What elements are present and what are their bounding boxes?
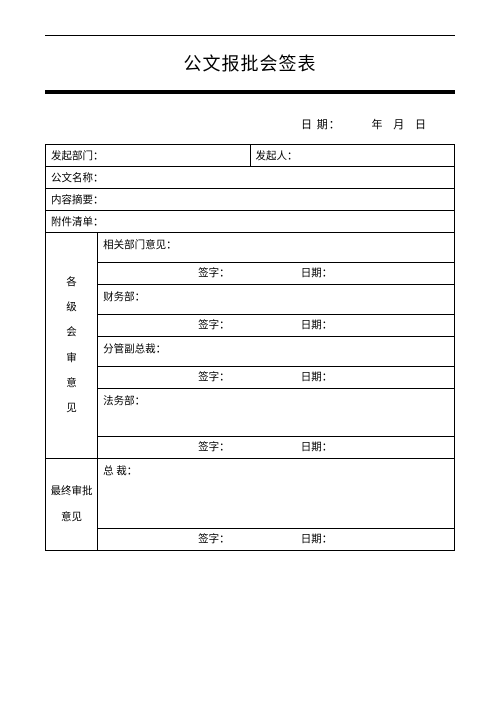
- row-related-sig: 签字： 日期：: [46, 263, 455, 285]
- sig-label: 签字：: [198, 265, 298, 280]
- lv-0: 各: [66, 277, 77, 288]
- day-char: 日: [415, 119, 427, 131]
- date-line: 日 期： 年 月 日: [45, 116, 455, 132]
- sig-label: 签字：: [198, 317, 298, 332]
- date-label-inline: 日期：: [301, 439, 333, 454]
- president-label: 总 裁：: [103, 466, 137, 477]
- dept-label: 发起部门：: [51, 151, 104, 162]
- lv-1: 级: [66, 302, 77, 313]
- row-finance-top: 财务部：: [46, 285, 455, 315]
- row-president-sig: 签字： 日期：: [46, 529, 455, 551]
- thick-divider: [45, 90, 455, 94]
- sig-label: 签字：: [198, 439, 298, 454]
- summary-label: 内容摘要：: [51, 195, 104, 206]
- date-year: [351, 119, 362, 131]
- header-line: [45, 35, 455, 36]
- initiator-label: 发起人：: [256, 151, 298, 162]
- row-related-top: 各 级 会 审 意 见 相关部门意见：: [46, 233, 455, 263]
- attachments-label: 附件清单：: [51, 217, 104, 228]
- levels-header-cell: 各 级 会 审 意 见: [46, 233, 98, 459]
- finance-label: 财务部：: [103, 292, 145, 303]
- lv-4: 意: [66, 378, 77, 389]
- lv-2: 会: [66, 327, 77, 338]
- final-header-cell: 最终审批 意见: [46, 459, 98, 551]
- row-legal-sig: 签字： 日期：: [46, 437, 455, 459]
- vp-label: 分管副总裁：: [103, 344, 166, 355]
- date-label: 日 期：: [301, 119, 341, 131]
- form-table: 发起部门： 发起人： 公文名称： 内容摘要： 附件清单： 各 级 会 审 意 见…: [45, 144, 455, 551]
- year-char: 年: [372, 119, 384, 131]
- month-char: 月: [393, 119, 405, 131]
- lv-3: 审: [66, 353, 77, 364]
- fh-1: 意见: [61, 512, 82, 523]
- date-label-inline: 日期：: [301, 265, 333, 280]
- row-docname: 公文名称：: [46, 167, 455, 189]
- sig-label: 签字：: [198, 531, 298, 546]
- page-title: 公文报批会签表: [45, 50, 455, 76]
- date-label-inline: 日期：: [301, 531, 333, 546]
- legal-label: 法务部：: [103, 396, 145, 407]
- row-dept: 发起部门： 发起人：: [46, 145, 455, 167]
- row-legal-top: 法务部：: [46, 389, 455, 437]
- date-label-inline: 日期：: [301, 317, 333, 332]
- row-finance-sig: 签字： 日期：: [46, 315, 455, 337]
- lv-5: 见: [66, 403, 77, 414]
- row-vp-top: 分管副总裁：: [46, 337, 455, 367]
- row-president-top: 最终审批 意见 总 裁：: [46, 459, 455, 529]
- sig-label: 签字：: [198, 369, 298, 384]
- date-label-inline: 日期：: [301, 369, 333, 384]
- docname-label: 公文名称：: [51, 173, 104, 184]
- row-attachments: 附件清单：: [46, 211, 455, 233]
- row-summary: 内容摘要：: [46, 189, 455, 211]
- row-vp-sig: 签字： 日期：: [46, 367, 455, 389]
- fh-0: 最终审批: [51, 486, 93, 497]
- related-label: 相关部门意见：: [103, 240, 177, 251]
